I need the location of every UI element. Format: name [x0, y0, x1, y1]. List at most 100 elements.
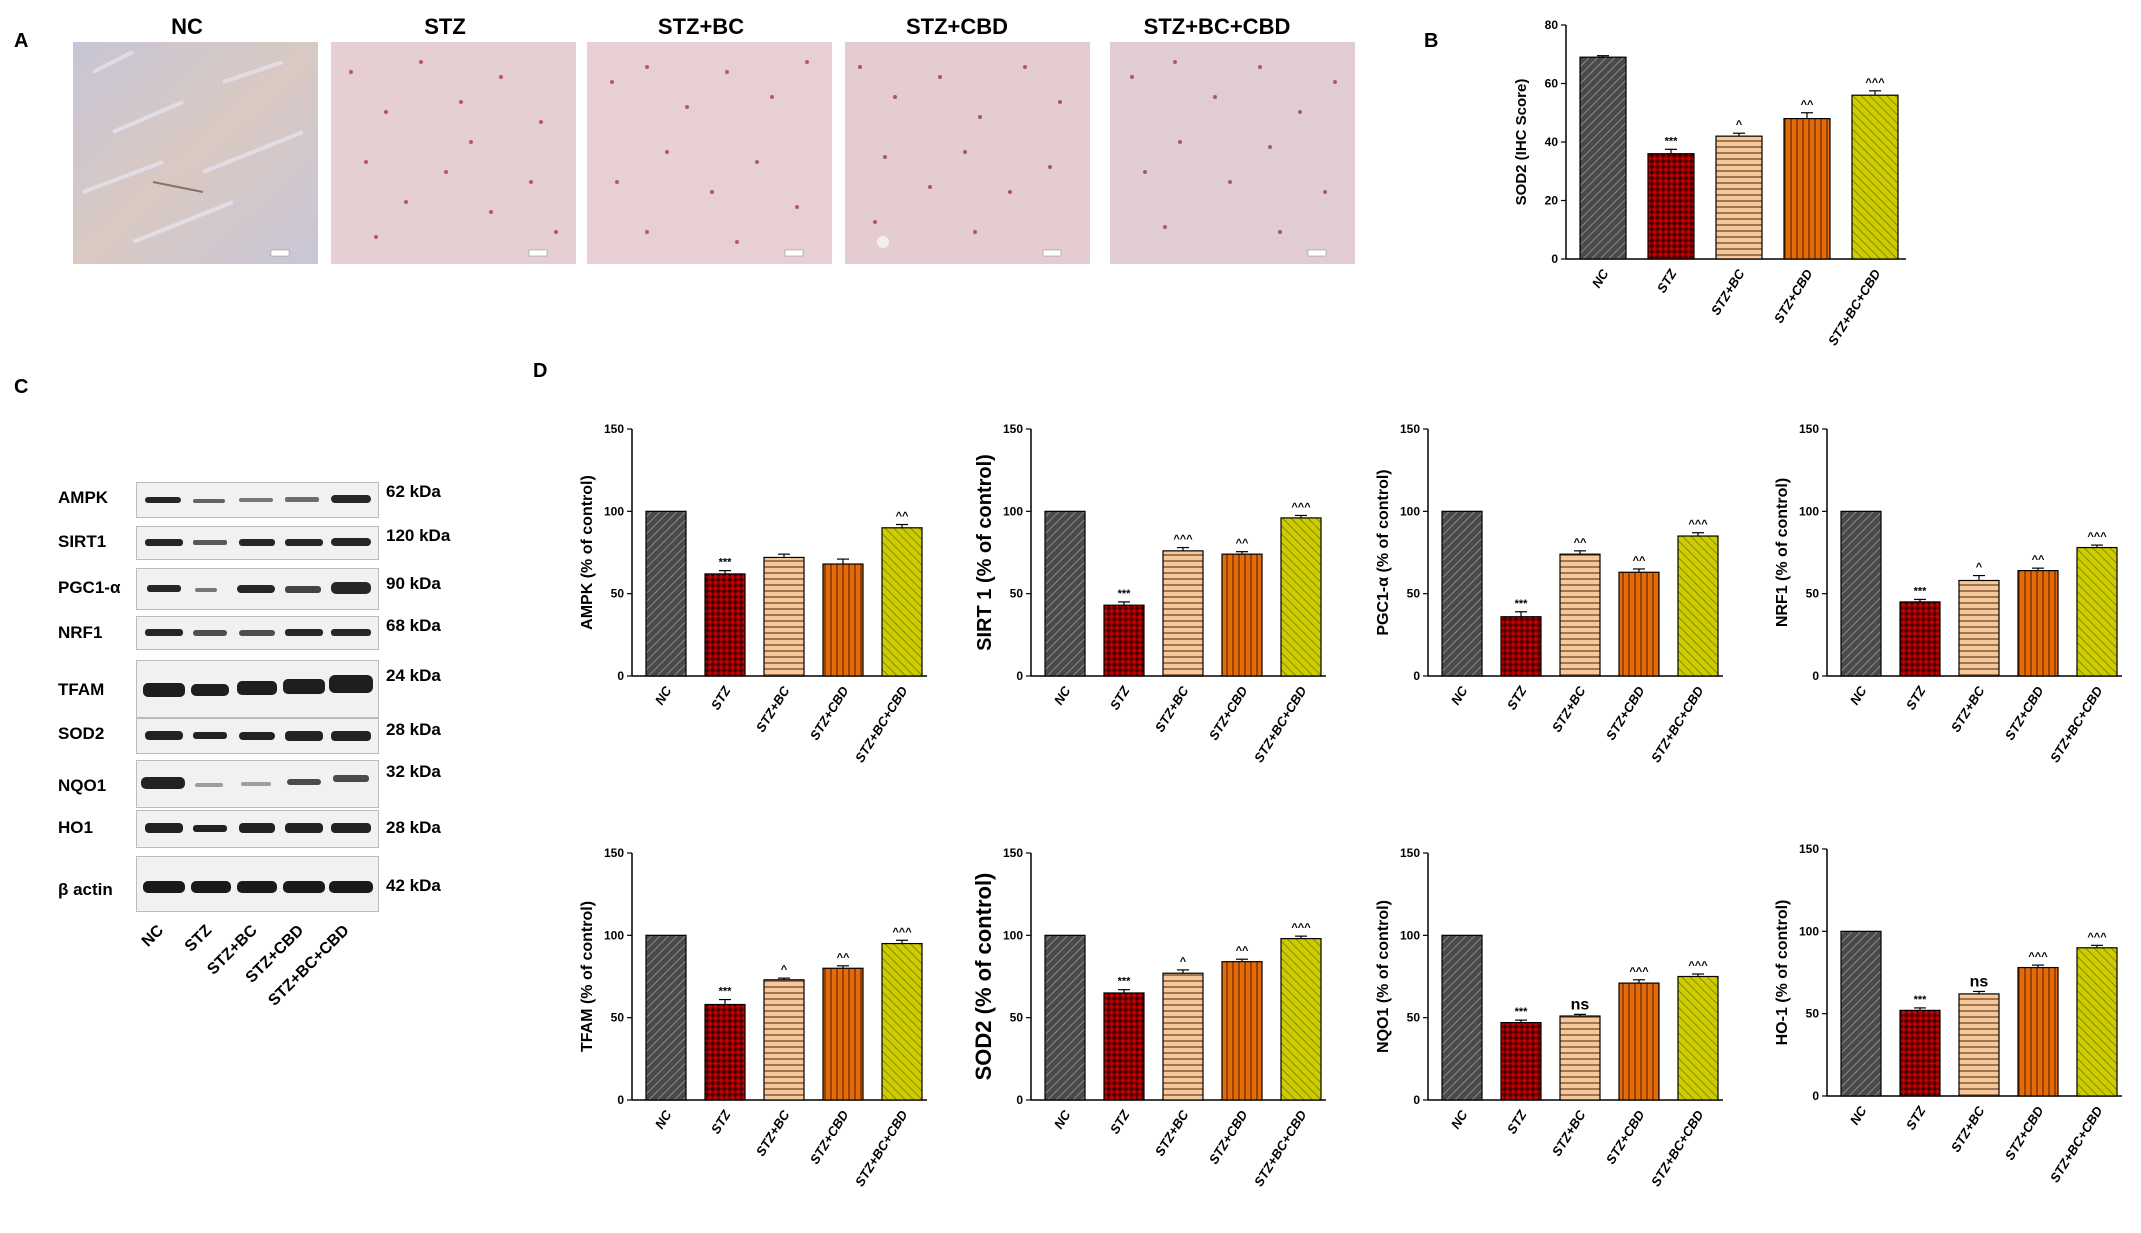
ho1-bar-4: [2076, 947, 2118, 1097]
sod2-category-label-0: NC: [1051, 1107, 1074, 1131]
pgc1a-category-label-4: STZ+BC+CBD: [1648, 683, 1707, 765]
ampk-ytick-label: 100: [604, 504, 624, 518]
nrf1-bar-4: [2076, 546, 2118, 677]
wb-row-tfam: [136, 660, 379, 718]
sirt1-y-label: SIRT 1 (% of control): [974, 454, 996, 651]
pgc1a-bar-3: [1618, 571, 1660, 677]
sod2-ytick-label: 150: [1003, 846, 1023, 860]
sirt1-bar-1: [1103, 604, 1145, 677]
ampk-ytick-label: 0: [617, 669, 624, 683]
nqo1-annotation-4: ^^^: [1688, 960, 1708, 972]
sod2ihc-y-label: SOD2 (IHC Score): [1513, 79, 1530, 206]
sirt1-ytick-label: 0: [1016, 669, 1023, 683]
sirt1-annotation-3: ^^: [1236, 538, 1249, 550]
wb-kda-nrf1: 68 kDa: [386, 616, 441, 635]
wb-row-sod2: [136, 718, 379, 754]
ampk-ytick-label: 50: [611, 587, 625, 601]
wb-label-nqo1: NQO1: [58, 776, 107, 795]
wb-row-nrf1: [136, 616, 379, 650]
tfam-annotation-1: ***: [719, 986, 733, 998]
tfam-ytick-label: 0: [617, 1093, 624, 1107]
ho1-annotation-1: ***: [1914, 994, 1928, 1006]
ampk-category-label-4: STZ+BC+CBD: [852, 683, 911, 765]
sod2ihc-category-label-4: STZ+BC+CBD: [1825, 266, 1884, 348]
pgc1a-annotation-3: ^^: [1633, 555, 1646, 567]
sirt1-ytick-label: 150: [1003, 422, 1023, 436]
ho1-bar-0: [1840, 930, 1882, 1097]
sod2ihc-bar-2: [1715, 135, 1763, 260]
nqo1-annotation-3: ^^^: [1629, 966, 1649, 978]
nrf1-category-label-2: STZ+BC: [1948, 683, 1988, 735]
tfam-category-label-0: NC: [652, 1107, 675, 1131]
sod2-annotation-4: ^^^: [1291, 922, 1311, 934]
micrograph-title-stz-bc-cbd: STZ+BC+CBD: [1143, 14, 1291, 39]
sod2-annotation-3: ^^: [1236, 945, 1249, 957]
nrf1-annotation-4: ^^^: [2087, 531, 2107, 543]
tfam-annotation-3: ^^: [837, 952, 850, 964]
pgc1a-ytick-label: 100: [1400, 504, 1420, 518]
pgc1a-bar-1: [1500, 616, 1542, 677]
wb-label-ampk: AMPK: [58, 488, 109, 507]
nqo1-y-label: NQO1 (% of control): [1375, 900, 1392, 1053]
wb-row-sirt1: [136, 526, 379, 560]
wb-label-sirt1: SIRT1: [58, 532, 107, 551]
ampk-annotation-4: ^^: [896, 511, 909, 523]
wb-label-tfam: TFAM: [58, 680, 105, 699]
nqo1-ytick-label: 100: [1400, 928, 1420, 942]
wb-row-pgc1a: [136, 568, 379, 610]
ampk-bar-3: [822, 563, 864, 677]
wb-label-ho1: HO1: [58, 818, 93, 837]
sod2-category-label-2: STZ+BC: [1152, 1107, 1192, 1159]
wb-row-ampk: [136, 482, 379, 518]
tfam-annotation-2: ^: [781, 964, 788, 976]
nrf1-bar-2: [1958, 579, 2000, 677]
sod2ihc-ytick-label: 40: [1545, 135, 1559, 149]
sod2ihc-annotation-4: ^^^: [1865, 77, 1885, 89]
panel-letter-a: A: [14, 30, 29, 52]
wb-kda-beta-actin: 42 kDa: [386, 876, 441, 895]
ampk-bar-0: [645, 510, 687, 677]
sod2ihc-bar-4: [1851, 94, 1899, 260]
nqo1-ytick-label: 0: [1413, 1093, 1420, 1107]
wb-kda-ho1: 28 kDa: [386, 818, 441, 837]
panel-letter-b: B: [1424, 30, 1439, 52]
wb-row-ho1: [136, 810, 379, 848]
nrf1-ytick-label: 50: [1806, 587, 1820, 601]
pgc1a-bar-0: [1441, 510, 1483, 677]
panel-letter-d: D: [533, 360, 548, 382]
wb-kda-sod2: 28 kDa: [386, 720, 441, 739]
ampk-bar-2: [763, 556, 805, 677]
nqo1-category-label-0: NC: [1448, 1107, 1471, 1131]
nrf1-ytick-label: 0: [1812, 669, 1819, 683]
ho1-category-label-2: STZ+BC: [1948, 1103, 1988, 1155]
wb-kda-pgc1a: 90 kDa: [386, 574, 441, 593]
pgc1a-ytick-label: 150: [1400, 422, 1420, 436]
nrf1-bar-0: [1840, 510, 1882, 677]
sirt1-category-label-1: STZ: [1107, 683, 1133, 713]
ho1-ytick-label: 100: [1799, 924, 1819, 938]
nqo1-annotation-2: ns: [1571, 996, 1590, 1013]
sirt1-bar-3: [1221, 553, 1263, 677]
tfam-ytick-label: 50: [611, 1011, 625, 1025]
nrf1-annotation-1: ***: [1914, 585, 1928, 597]
sod2ihc-category-label-2: STZ+BC: [1708, 266, 1748, 318]
wb-row-nqo1: [136, 760, 379, 808]
sod2-ytick-label: 100: [1003, 928, 1023, 942]
wb-label-pgc1a: PGC1-α: [58, 578, 121, 597]
ampk-bar-1: [704, 573, 746, 677]
ampk-bar-4: [881, 527, 923, 677]
sod2ihc-annotation-3: ^^: [1801, 99, 1814, 111]
sod2ihc-bar-0: [1579, 56, 1627, 260]
wb-row-beta-actin: [136, 856, 379, 912]
pgc1a-bar-2: [1559, 553, 1601, 677]
sod2-category-label-4: STZ+BC+CBD: [1251, 1107, 1310, 1189]
ho1-category-label-4: STZ+BC+CBD: [2047, 1103, 2106, 1185]
micrograph-stz-bc: [587, 42, 832, 264]
ho1-category-label-0: NC: [1847, 1103, 1870, 1127]
nqo1-bar-4: [1677, 975, 1719, 1101]
tfam-ytick-label: 150: [604, 846, 624, 860]
micrograph-stz-bc-cbd: [1110, 42, 1355, 264]
sirt1-bar-4: [1280, 517, 1322, 677]
micrograph-title-stz: STZ: [424, 14, 466, 39]
nrf1-bar-3: [2017, 570, 2059, 677]
